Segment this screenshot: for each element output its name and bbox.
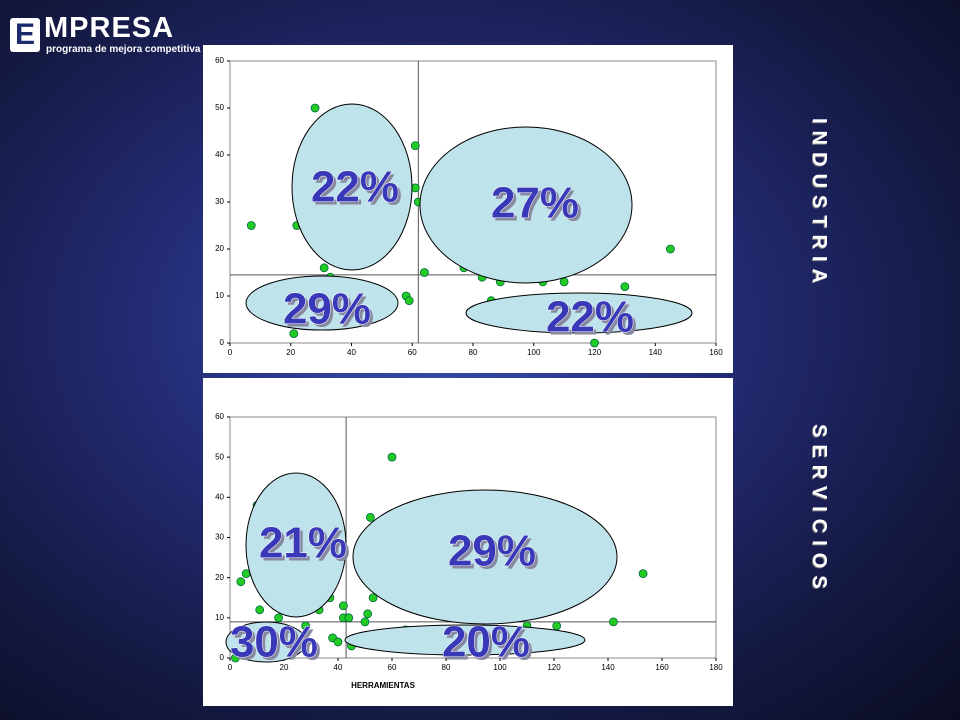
x-tick-label: 140 [601,663,615,672]
point [236,577,246,587]
x-tick-label: 100 [527,348,541,357]
percent-label-shadow: 27% [494,182,582,231]
percent-label-shadow: 21% [262,522,350,571]
point [590,338,599,348]
x-tick-label: 20 [280,663,289,672]
percent-label: 22% [546,293,634,342]
percent-label: 22% [311,163,399,212]
point [387,452,397,462]
y-tick-label: 20 [215,573,224,582]
point [310,103,320,113]
point [319,263,329,273]
cluster-ellipse [344,624,586,656]
point [552,621,562,631]
x-tick-label: 0 [228,663,233,672]
point [255,605,265,615]
point [274,613,284,623]
x-tick-label: 60 [388,663,397,672]
percent-label: 27% [491,179,579,228]
x-tick-label: 0 [228,348,233,357]
percent-label-shadow: 29% [451,530,539,579]
x-tick-label: 20 [286,348,295,357]
percent-label: 29% [448,527,536,576]
cluster-ellipse [245,275,399,331]
logo-title: MPRESA [44,12,175,44]
x-tick-label: 180 [709,663,723,672]
side-label: SERVICIOS [808,424,830,596]
x-tick-label: 160 [655,663,669,672]
cluster-ellipse [291,103,413,271]
point [338,601,348,611]
y-tick-label: 50 [215,103,224,112]
x-tick-label: 80 [442,663,451,672]
x-tick-label: 80 [469,348,478,357]
cluster-ellipse [245,472,347,618]
cluster-ellipse [225,621,307,663]
percent-label-shadow: 29% [286,288,374,337]
point [559,277,569,287]
y-tick-label: 60 [215,56,224,65]
percent-label-shadow: 20% [445,621,533,670]
y-tick-label: 0 [220,653,225,662]
x-tick-label: 160 [709,348,723,357]
point [246,221,256,230]
point [419,268,429,277]
side-label: INDUSTRIA [808,118,830,290]
point [638,569,648,579]
x-tick-label: 100 [493,663,507,672]
percent-label-shadow: 30% [233,621,321,670]
y-tick-label: 40 [215,150,224,159]
point [368,593,378,603]
point [404,296,414,306]
y-tick-label: 30 [215,197,224,206]
x-tick-label: 60 [408,348,417,357]
y-tick-label: 40 [215,492,224,501]
x-tick-label: 40 [334,663,343,672]
x-axis-label: HERRAMIENTAS [351,681,416,690]
point [360,617,370,627]
y-tick-label: 10 [215,291,224,300]
percent-label-shadow: 22% [549,296,637,345]
logo-subtitle: programa de mejora competitiva [46,44,201,55]
cluster-ellipse [465,292,693,334]
cluster-ellipse [352,489,618,625]
logo-letter: E [10,18,40,52]
point [365,513,375,522]
y-tick-label: 60 [215,412,224,421]
point [620,282,630,292]
x-tick-label: 140 [649,348,663,357]
point [344,613,354,623]
point [333,637,343,647]
percent-label-shadow: 22% [314,166,402,215]
percent-label: 20% [442,618,530,667]
point [301,621,311,631]
percent-label: 30% [230,618,318,667]
y-tick-label: 30 [215,533,224,542]
point [666,244,675,254]
y-tick-label: 20 [215,244,224,253]
point [609,617,618,627]
y-tick-label: 0 [220,338,225,347]
y-tick-label: 10 [215,613,224,622]
y-tick-label: 50 [215,452,224,461]
point [363,609,373,619]
cluster-ellipse [419,126,633,284]
point [410,141,420,151]
x-tick-label: 120 [588,348,602,357]
percent-label: 29% [283,285,371,334]
percent-label: 21% [259,519,347,568]
point [289,329,299,339]
x-tick-label: 40 [347,348,356,357]
x-tick-label: 120 [547,663,561,672]
